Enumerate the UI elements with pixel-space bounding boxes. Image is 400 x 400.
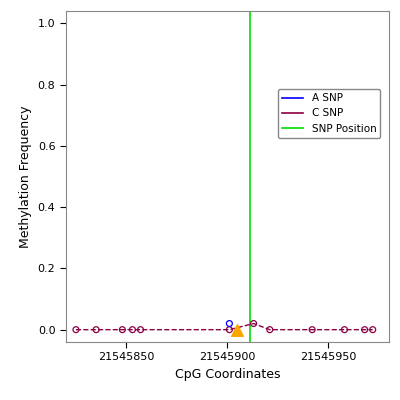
Point bbox=[119, 326, 126, 333]
Point bbox=[137, 326, 144, 333]
Y-axis label: Methylation Frequency: Methylation Frequency bbox=[19, 105, 32, 248]
Point bbox=[362, 326, 368, 333]
Point bbox=[226, 320, 232, 327]
Legend: A SNP, C SNP, SNP Position: A SNP, C SNP, SNP Position bbox=[278, 89, 380, 138]
Point bbox=[370, 326, 376, 333]
Point bbox=[266, 326, 273, 333]
Point bbox=[73, 326, 79, 333]
Point bbox=[234, 326, 241, 333]
X-axis label: CpG Coordinates: CpG Coordinates bbox=[175, 368, 280, 381]
Point bbox=[226, 326, 232, 333]
Point bbox=[129, 326, 136, 333]
Point bbox=[341, 326, 348, 333]
Point bbox=[250, 320, 257, 327]
Point bbox=[93, 326, 99, 333]
Point bbox=[309, 326, 315, 333]
